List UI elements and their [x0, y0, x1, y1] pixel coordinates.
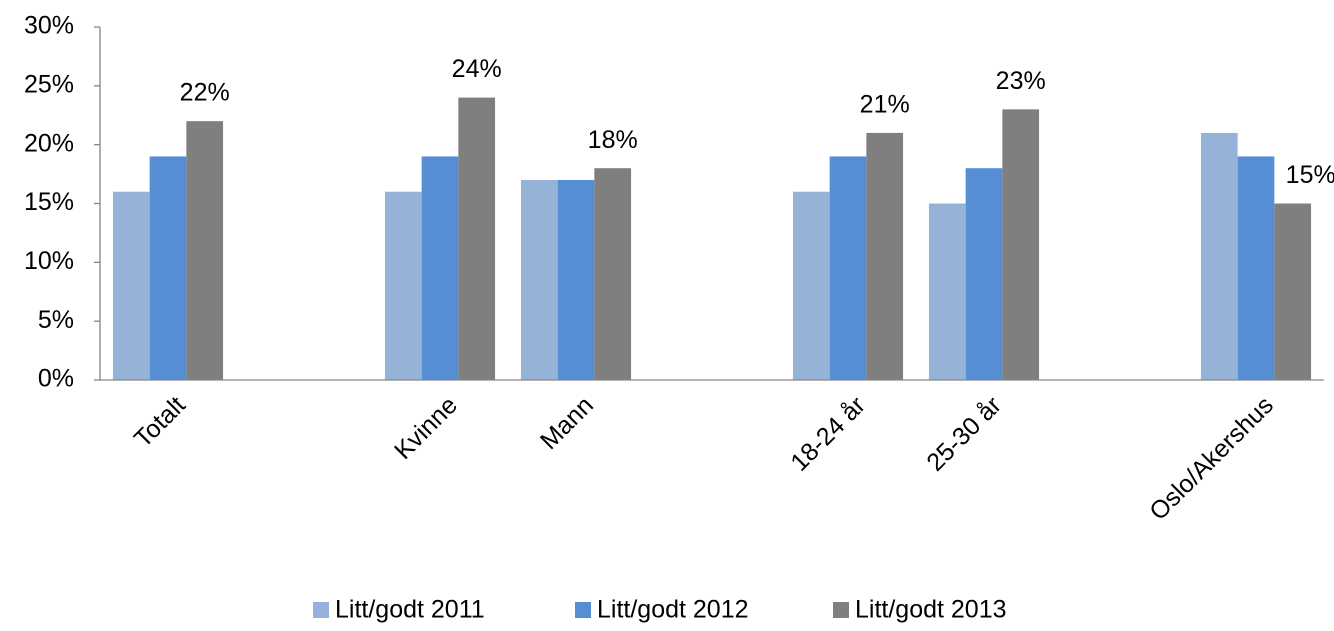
- data-label: 23%: [996, 67, 1046, 95]
- bar: [1002, 109, 1040, 380]
- x-tick-label: Mann: [535, 391, 599, 455]
- x-tick-label: Kvinne: [389, 391, 463, 465]
- bar: [458, 97, 496, 380]
- legend-label: Litt/godt 2013: [855, 596, 1007, 624]
- legend-swatch: [575, 602, 591, 618]
- bar: [1274, 203, 1312, 380]
- data-label: 15%: [1286, 161, 1334, 189]
- bar: [866, 132, 904, 380]
- data-label: 18%: [588, 126, 638, 154]
- x-tick-label: 25-30 år: [921, 391, 1007, 477]
- data-label: 21%: [860, 91, 910, 119]
- bar: [965, 168, 1003, 380]
- bar: [384, 191, 422, 380]
- bar: [186, 121, 224, 380]
- data-label: 22%: [180, 79, 230, 107]
- legend-swatch: [313, 602, 329, 618]
- x-tick-label: Totalt: [129, 391, 191, 453]
- legend-label: Litt/godt 2012: [597, 596, 749, 624]
- bar: [520, 179, 558, 380]
- bar: [1237, 156, 1275, 380]
- bar: [1200, 132, 1238, 380]
- bar: [594, 168, 632, 380]
- x-tick-label: 18-24 år: [785, 391, 871, 477]
- data-label: 24%: [452, 55, 502, 83]
- bar: [557, 179, 595, 380]
- bar: [792, 191, 830, 380]
- bar: [149, 156, 187, 380]
- legend-swatch: [833, 602, 849, 618]
- y-tick-label: 25%: [24, 70, 74, 98]
- bar: [112, 191, 150, 380]
- y-tick-label: 0%: [38, 365, 74, 393]
- y-tick-label: 20%: [24, 129, 74, 157]
- y-tick-label: 30%: [24, 12, 74, 40]
- y-tick-label: 5%: [38, 306, 74, 334]
- bar: [928, 203, 966, 380]
- bar: [421, 156, 459, 380]
- x-tick-label: Oslo/Akershus: [1144, 391, 1279, 526]
- y-tick-label: 10%: [24, 247, 74, 275]
- legend-label: Litt/godt 2011: [335, 596, 485, 624]
- bar: [829, 156, 867, 380]
- y-tick-label: 15%: [24, 188, 74, 216]
